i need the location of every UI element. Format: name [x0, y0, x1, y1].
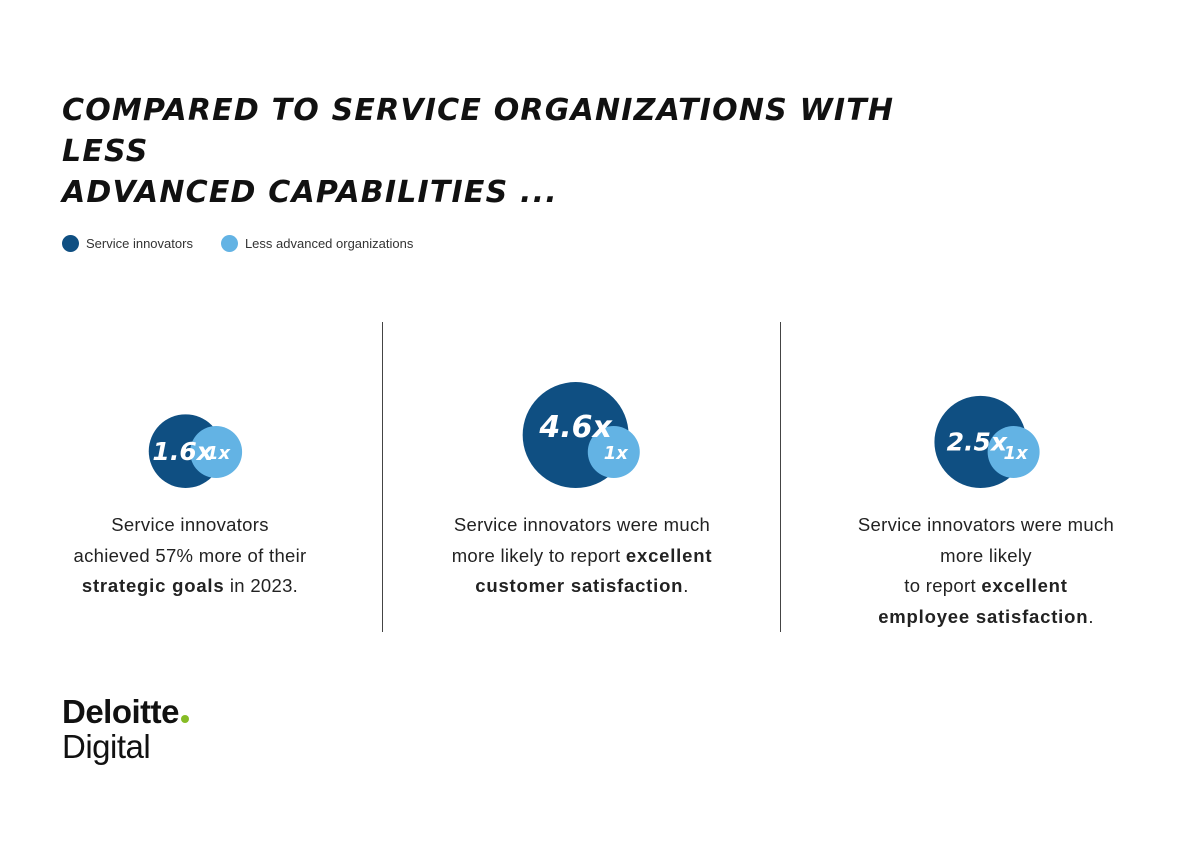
baseline-bubble	[190, 426, 243, 478]
innovator-value-label: 1.6x	[152, 437, 213, 466]
desc-line: employee satisfaction.	[806, 602, 1166, 633]
panel-description: Service innovators were much more likely…	[806, 510, 1166, 632]
bubble-chart-2: 4.6x 1x	[522, 382, 640, 488]
desc-tail: .	[683, 575, 689, 596]
desc-emphasis: excellent	[625, 544, 713, 566]
panel-employee-satisfaction: 2.5x 1x Service innovators were much mor…	[796, 330, 1176, 630]
panel-divider-2	[780, 322, 781, 632]
deloitte-digital-logo: Deloitte Digital	[62, 693, 190, 765]
desc-emphasis: excellent	[981, 575, 1068, 596]
baseline-value-label: 1x	[1004, 443, 1030, 464]
bubble-chart-1: 1.6x 1x	[148, 414, 243, 488]
desc-line: achieved 57% more of their	[73, 544, 307, 566]
bubble-chart-3: 2.5x 1x	[934, 395, 1040, 488]
desc-tail: .	[1088, 605, 1094, 627]
logo-line-1: Deloitte	[62, 693, 180, 730]
desc-line: more likely	[940, 544, 1032, 566]
panel-strategic-goals: 1.6x 1x Service innovators achieved 57% …	[0, 330, 380, 630]
baseline-value-label: 1x	[206, 443, 232, 464]
logo-wordmark: Deloitte	[62, 693, 190, 730]
baseline-value-label: 1x	[604, 443, 630, 464]
desc-line: more likely to report excellent	[402, 541, 762, 572]
desc-line: Service innovators	[111, 514, 269, 535]
desc-line: customer satisfaction.	[402, 571, 762, 602]
panel-customer-satisfaction: 4.6x 1x Service innovators were much mor…	[392, 330, 772, 630]
panel-divider-1	[382, 322, 383, 632]
baseline-bubble	[987, 426, 1040, 478]
page-title: COMPARED TO SERVICE ORGANIZATIONS WITH L…	[62, 90, 962, 213]
legend-item-less-advanced: Less advanced organizations	[220, 234, 414, 252]
desc-emphasis: customer satisfaction	[475, 575, 684, 596]
innovator-value-label: 4.6x	[538, 410, 613, 445]
desc-line: Service innovators were much	[857, 514, 1115, 535]
desc-text: more likely to report	[451, 544, 626, 566]
baseline-bubble	[587, 426, 640, 478]
title-line-1: COMPARED TO SERVICE ORGANIZATIONS WITH L…	[62, 93, 895, 169]
legend-label-less-advanced: Less advanced organizations	[244, 235, 414, 251]
desc-text: to report	[904, 575, 982, 596]
legend-swatch-innovators	[62, 234, 79, 252]
desc-line: to report excellent	[806, 571, 1166, 602]
legend: Service innovators Less advanced organiz…	[62, 234, 441, 252]
title-line-2: ADVANCED CAPABILITIES ...	[62, 175, 558, 210]
innovator-value-label: 2.5x	[947, 428, 1008, 457]
desc-emphasis: employee satisfaction	[878, 605, 1089, 627]
legend-item-innovators: Service innovators	[62, 234, 193, 252]
panel-description: Service innovators achieved 57% more of …	[10, 510, 370, 602]
legend-swatch-less-advanced	[220, 234, 238, 252]
legend-label-innovators: Service innovators	[86, 235, 193, 251]
desc-emphasis: strategic goals	[81, 575, 225, 596]
desc-line: strategic goals in 2023.	[10, 571, 370, 602]
desc-line: Service innovators were much	[453, 514, 711, 535]
panel-description: Service innovators were much more likely…	[402, 510, 762, 602]
desc-tail: in 2023.	[224, 575, 299, 596]
logo-line-2: Digital	[62, 728, 151, 765]
logo-green-dot-icon	[181, 715, 190, 723]
